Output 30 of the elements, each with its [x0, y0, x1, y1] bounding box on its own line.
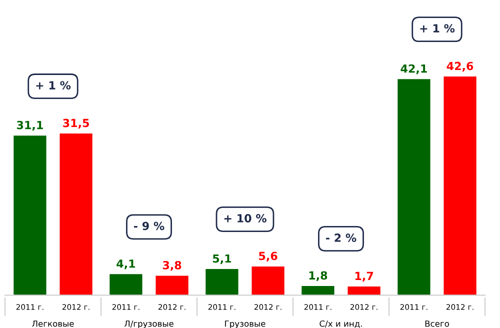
bar [444, 76, 476, 296]
annotation: + 10 % [224, 214, 266, 222]
data-label: 31,1 [16, 120, 43, 131]
data-label: 31,5 [63, 118, 89, 129]
x-tick-label: Грузовые [225, 320, 266, 328]
x-tick-label: Л/грузовые [124, 320, 174, 328]
bar [110, 274, 142, 296]
data-label: 42,1 [400, 64, 427, 74]
x-tick-label: Легковые [32, 320, 74, 327]
bar [302, 286, 334, 296]
annotation: + 1 % [36, 81, 71, 90]
bar [398, 79, 430, 296]
bar [14, 136, 46, 296]
x-tick-label: С/х и инд. [320, 320, 362, 328]
bar [60, 134, 92, 296]
bar [156, 276, 188, 296]
data-label: 1,8 [309, 271, 328, 282]
data-label: 1,7 [355, 272, 373, 282]
data-label: 5,6 [259, 252, 278, 262]
data-label: 4,1 [116, 260, 136, 270]
bar [348, 286, 380, 296]
x-tick-label: Всего [425, 320, 449, 327]
data-label: 3,8 [162, 260, 182, 271]
data-label: 42,6 [446, 62, 474, 72]
annotation: - 2 % [326, 234, 356, 242]
bar [206, 269, 238, 296]
text: + 1 % [420, 24, 455, 33]
data-label: 5,1 [212, 254, 232, 264]
annotation: - 9 % [134, 222, 164, 230]
bar [252, 266, 284, 296]
